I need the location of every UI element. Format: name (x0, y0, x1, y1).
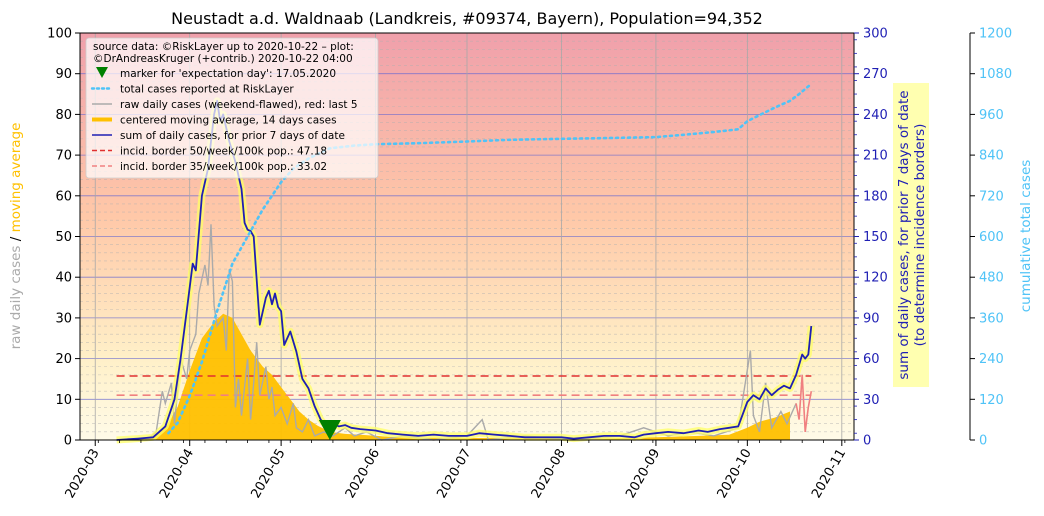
right-axis-title-background (893, 83, 929, 387)
x-axis-tick-label: 2020-11 (809, 447, 849, 502)
cumulative-total-line (167, 82, 813, 435)
cumulative-axis-tick-label: 1080 (979, 67, 1012, 82)
chart-title: Neustadt a.d. Waldnaab (Landkreis, #0937… (171, 9, 763, 28)
right-axis-tick-label: 210 (863, 149, 888, 164)
left-axis-tick-label: 20 (55, 352, 72, 367)
x-axis-tick-label: 2020-04 (157, 447, 197, 502)
right-axis-tick-label: 240 (863, 108, 888, 123)
x-axis-tick-label: 2020-09 (623, 447, 663, 502)
left-axis-tick-label: 40 (55, 271, 72, 286)
x-axis-tick-label: 2020-03 (63, 447, 103, 502)
x-axis-tick-label: 2020-08 (529, 447, 569, 502)
cumulative-axis-tick-label: 120 (979, 393, 1004, 408)
legend-entry-label: incid. border 50/week/100k pop.: 47.18 (120, 146, 327, 158)
right-axis-tick-label: 120 (863, 271, 888, 286)
left-axis-tick-label: 70 (55, 149, 72, 164)
right-axis-title: sum of daily cases, for prior 7 days of … (896, 90, 928, 379)
right-axis-tick-label: 150 (863, 230, 888, 245)
left-axis-tick-label: 60 (55, 189, 72, 204)
axis-titles: raw daily cases / moving average sum of d… (8, 83, 1034, 387)
cumulative-axis-tick-label: 720 (979, 189, 1004, 204)
x-axis-tick-label: 2020-05 (248, 447, 288, 502)
cumulative-axis-tick-label: 960 (979, 108, 1004, 123)
right-axis-title-line: sum of daily cases, for prior 7 days of … (896, 90, 912, 379)
right-axis-tick-label: 30 (863, 393, 880, 408)
left-axis-title-part: moving average (8, 123, 24, 237)
cumulative-axis-tick-label: 1200 (979, 27, 1012, 42)
legend-entry-label: raw daily cases (weekend-flawed), red: l… (120, 99, 358, 111)
right-axis-title-line: (to determine incidence borders) (912, 124, 928, 347)
left-axis-tick-label: 100 (47, 27, 72, 42)
right-axis-tick-label: 0 (863, 434, 871, 449)
left-axis-tick-label: 50 (55, 230, 72, 245)
left-axis-tick-label: 80 (55, 108, 72, 123)
cumulative-axis-tick-label: 0 (979, 434, 987, 449)
moving-average-area (116, 313, 791, 440)
source-note-line: source data: ©RiskLayer up to 2020-10-22… (93, 41, 354, 53)
x-axis-tick-label: 2020-06 (343, 447, 383, 502)
right-axis-tick-label: 60 (863, 352, 880, 367)
legend: source data: ©RiskLayer up to 2020-10-22… (85, 37, 379, 179)
source-note-line: ©DrAndreasKruger (+contrib.) 2020-10-22 … (93, 53, 353, 65)
cumulative-axis-tick-label: 240 (979, 352, 1004, 367)
legend-entry-label: marker for 'expectation day': 17.05.2020 (120, 68, 336, 80)
x-axis-tick-label: 2020-07 (434, 447, 474, 502)
cumulative-axis-tick-label: 480 (979, 271, 1004, 286)
left-axis-tick-label: 90 (55, 67, 72, 82)
right-axis-tick-label: 270 (863, 67, 888, 82)
expectation-day-marker (318, 420, 341, 440)
left-axis-title-part: / (8, 236, 24, 245)
cumulative-axis-tick-label: 600 (979, 230, 1004, 245)
legend-entry-label: centered moving average, 14 days cases (120, 115, 337, 127)
cumulative-axis-tick-label: 360 (979, 311, 1004, 326)
left-axis-tick-label: 0 (64, 434, 72, 449)
right-axis-tick-label: 300 (863, 27, 888, 42)
left-axis-tick-label: 10 (55, 393, 72, 408)
right-axis-tick-label: 90 (863, 311, 880, 326)
cumulative-axis-title: cumulative total cases (1018, 160, 1034, 313)
legend-box (85, 37, 379, 179)
legend-entry-label: total cases reported at RiskLayer (120, 84, 294, 96)
left-axis-tick-label: 30 (55, 311, 72, 326)
left-axis-title: raw daily cases / moving average (8, 123, 24, 350)
raw-daily-cases-last5-line (795, 374, 813, 433)
x-axis-tick-label: 2020-10 (715, 447, 755, 502)
legend-swatch-marker (96, 67, 108, 78)
legend-entry-label: sum of daily cases, for prior 7 days of … (120, 130, 345, 142)
legend-entry-label: incid. border 35/week/100k pop.: 33.02 (120, 161, 327, 173)
cumulative-axis-tick-label: 840 (979, 149, 1004, 164)
right-axis-tick-label: 180 (863, 189, 888, 204)
raw-daily-cases-line (116, 224, 797, 441)
left-axis-title-part: raw daily cases (8, 246, 24, 350)
